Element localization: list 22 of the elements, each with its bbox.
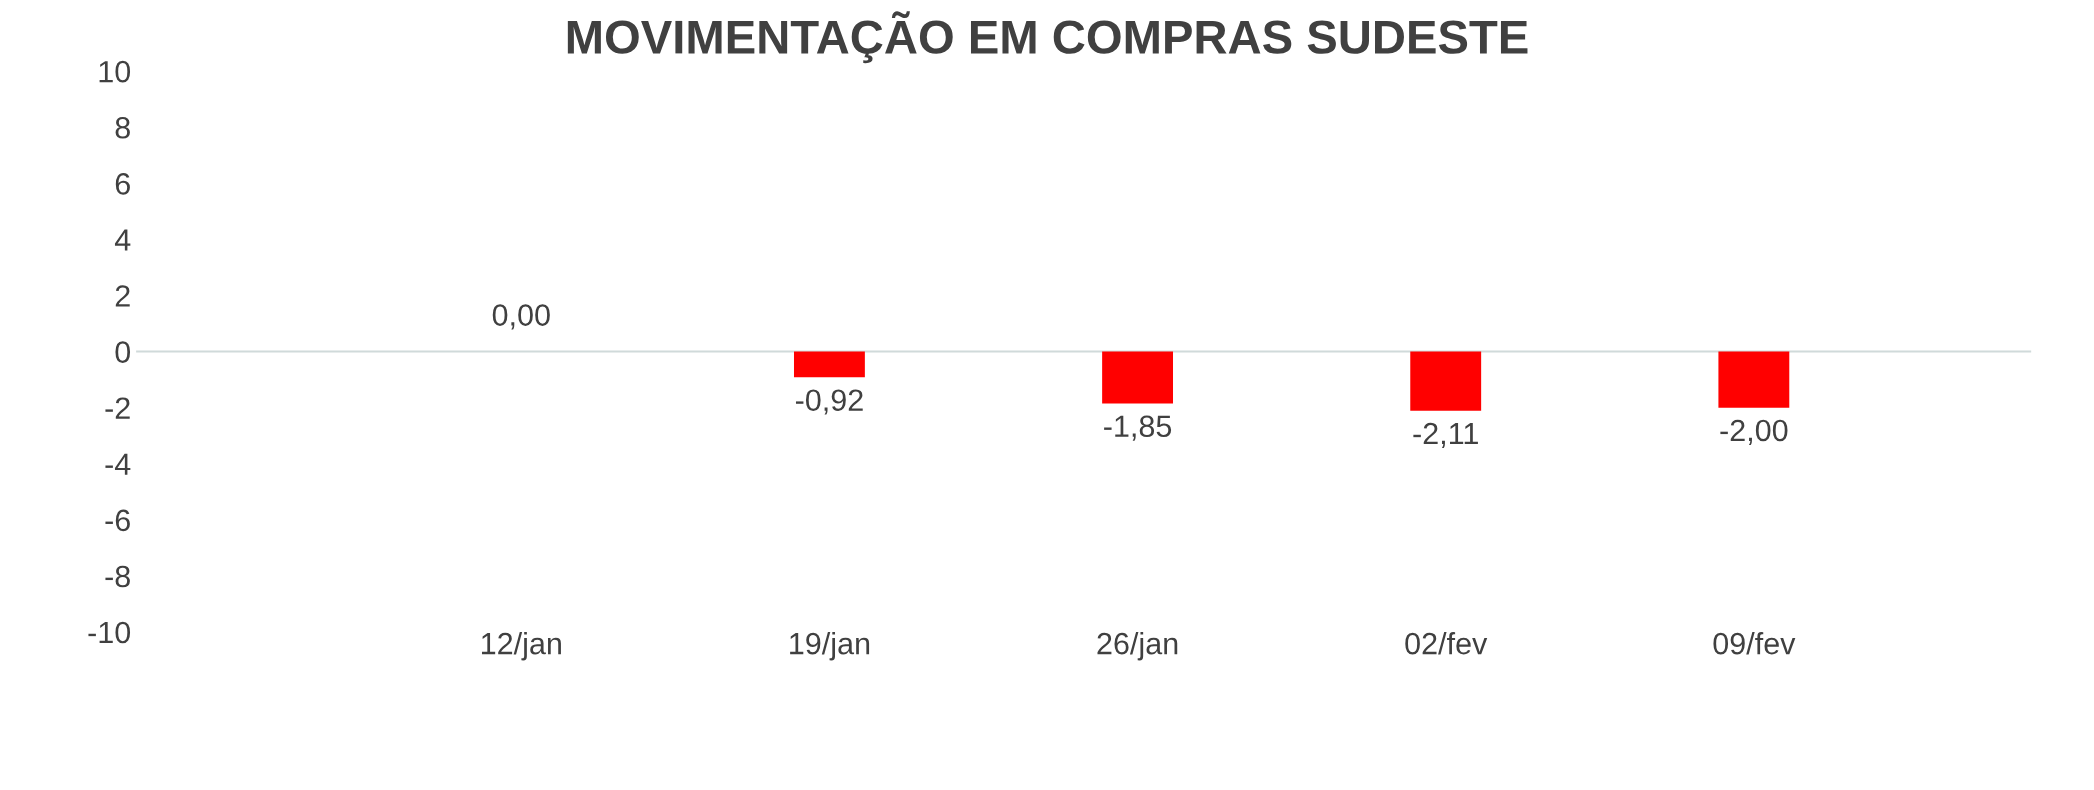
y-tick-label: 0 xyxy=(115,341,131,363)
x-tick-label: 26/jan xyxy=(1097,632,1178,661)
y-tick-label: 6 xyxy=(115,173,130,195)
x-tick-label: 19/jan xyxy=(790,632,870,661)
data-label: -2,00 xyxy=(1720,419,1788,445)
y-tick-label: 10 xyxy=(99,60,131,83)
y-tick-label: -2 xyxy=(105,397,130,419)
y-tick-label: -4 xyxy=(105,453,131,475)
y-tick-label: 4 xyxy=(114,229,131,251)
y-tick-label: 2 xyxy=(115,285,130,307)
data-label: -2,11 xyxy=(1413,422,1478,448)
x-tick-label: 02/fev xyxy=(1405,632,1488,655)
chart-title: MOVIMENTAÇÃO EM COMPRAS SUDESTE xyxy=(567,11,1528,64)
x-tick-label: 09/fev xyxy=(1713,632,1796,655)
x-tick-label: 12/jan xyxy=(481,632,561,661)
y-tick-label: -6 xyxy=(105,509,130,532)
y-tick-label: -10 xyxy=(88,621,131,644)
y-tick-label: -8 xyxy=(105,565,130,588)
y-tick-label: 8 xyxy=(115,116,130,139)
data-label: -0,92 xyxy=(795,389,863,415)
data-label: 0,00 xyxy=(492,304,550,330)
data-label: -1,85 xyxy=(1104,415,1172,441)
